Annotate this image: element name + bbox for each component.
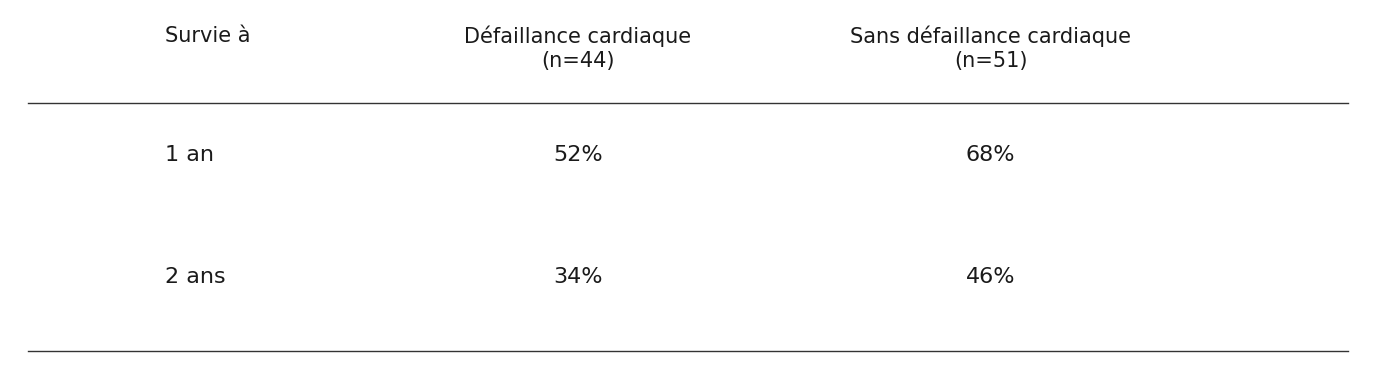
Text: Défaillance cardiaque
(n=44): Défaillance cardiaque (n=44)	[464, 26, 692, 70]
Text: 52%: 52%	[553, 145, 603, 165]
Text: 68%: 68%	[966, 145, 1015, 165]
Text: 1 an: 1 an	[165, 145, 215, 165]
Text: 46%: 46%	[966, 267, 1015, 287]
Text: 2 ans: 2 ans	[165, 267, 226, 287]
Text: Sans défaillance cardiaque
(n=51): Sans défaillance cardiaque (n=51)	[850, 26, 1131, 70]
Text: 34%: 34%	[553, 267, 603, 287]
Text: Survie à: Survie à	[165, 26, 250, 46]
